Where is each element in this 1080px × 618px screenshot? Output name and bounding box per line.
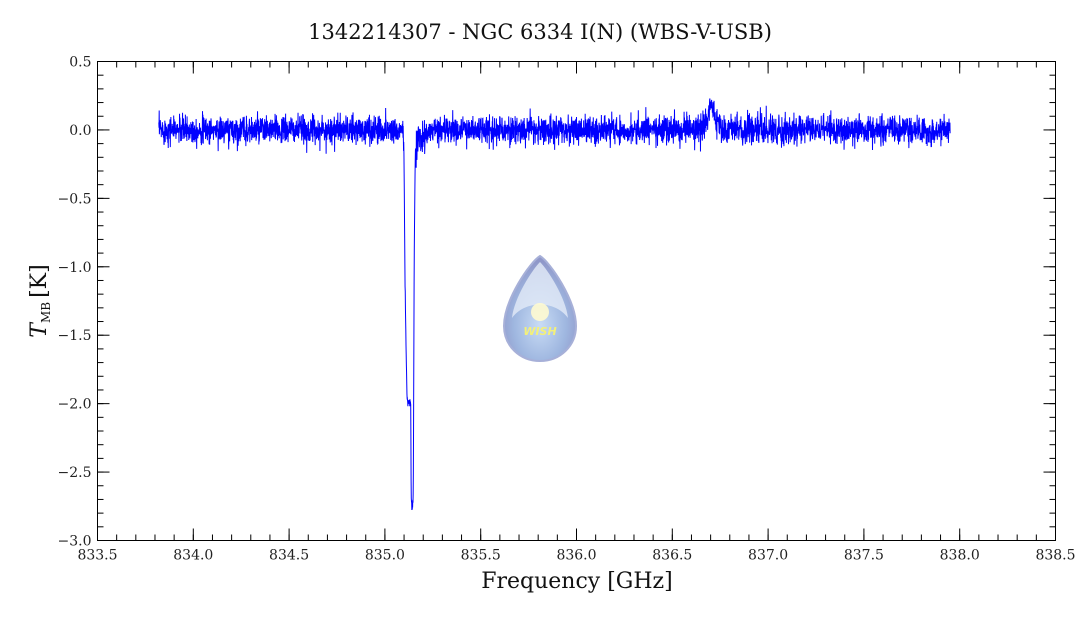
plot-frame — [97, 61, 1056, 541]
y-tick-label: 0.0 — [69, 123, 91, 139]
star-icon — [531, 303, 549, 321]
x-tick-label: 835.5 — [461, 548, 501, 564]
chart-title: 1342214307 - NGC 6334 I(N) (WBS-V-USB) — [308, 20, 772, 44]
y-tick-label: −3.0 — [58, 534, 92, 550]
y-tick-label: 0.5 — [69, 55, 91, 71]
y-tick-label: −1.5 — [58, 328, 92, 344]
x-tick-label: 837.5 — [844, 548, 884, 564]
x-tick-label: 838.5 — [1035, 548, 1075, 564]
y-axis-label: TMB [K] — [27, 264, 53, 337]
svg-text:TMB[K]: TMB [K] — [27, 264, 53, 337]
x-tick-label: 834.5 — [269, 548, 309, 564]
x-tick-label: 838.0 — [940, 548, 980, 564]
spectrum-line — [158, 98, 951, 511]
wish-logo-text: WISH — [523, 325, 556, 338]
y-label-subscript: MB — [39, 302, 53, 323]
x-tick-label: 833.5 — [77, 548, 117, 564]
x-tick-label: 836.5 — [652, 548, 692, 564]
y-label-unit: [K] — [27, 264, 52, 298]
y-tick-label: −0.5 — [58, 191, 92, 207]
x-axis-label: Frequency [GHz] — [481, 569, 673, 594]
y-tick-label: −2.5 — [58, 465, 92, 481]
x-tick-label: 836.0 — [556, 548, 596, 564]
x-tick-label: 837.0 — [748, 548, 788, 564]
y-label-symbol: T — [27, 321, 52, 338]
x-tick-label: 834.0 — [173, 548, 213, 564]
x-tick-label: 835.0 — [365, 548, 405, 564]
wish-logo: WISH — [502, 254, 578, 363]
y-tick-label: −1.0 — [58, 260, 92, 276]
y-tick-label: −2.0 — [58, 397, 92, 413]
